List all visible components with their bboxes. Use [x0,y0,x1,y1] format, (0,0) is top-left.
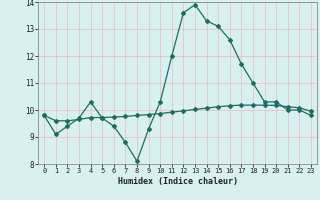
X-axis label: Humidex (Indice chaleur): Humidex (Indice chaleur) [118,177,238,186]
